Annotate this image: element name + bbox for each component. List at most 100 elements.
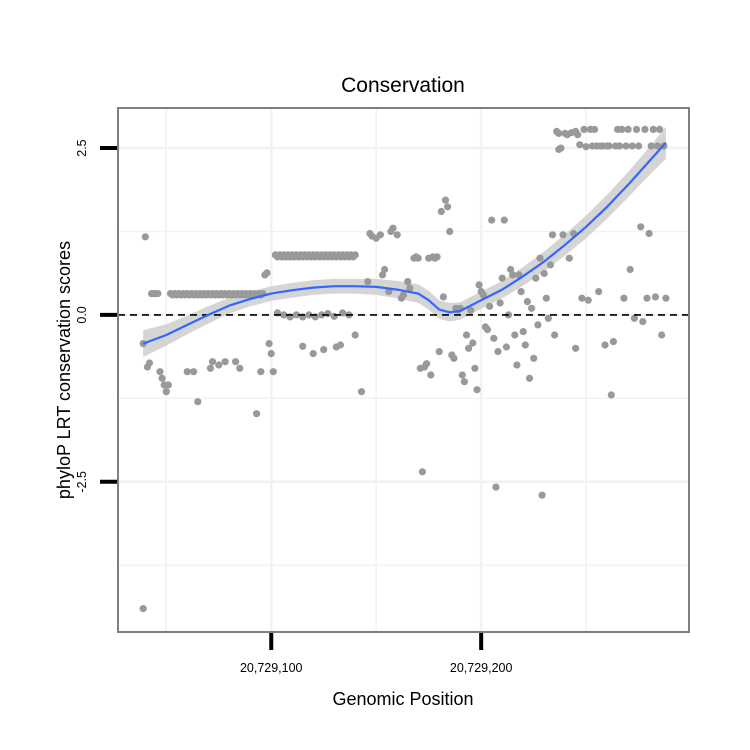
data-point-245 <box>609 338 618 346</box>
data-point-200 <box>519 328 527 336</box>
data-point-66 <box>232 358 240 366</box>
data-point-244 <box>607 391 615 399</box>
data-point-173 <box>462 331 471 339</box>
data-point-132 <box>357 388 366 396</box>
y-tick-label-1: 0.0 <box>75 306 89 323</box>
data-point-131 <box>351 331 359 339</box>
data-point-171 <box>458 371 466 379</box>
data-point-72 <box>265 340 273 348</box>
data-point-251 <box>622 142 630 150</box>
data-point-175 <box>467 306 475 314</box>
data-point-62 <box>206 364 214 372</box>
data-point-262 <box>645 229 653 238</box>
data-point-115 <box>280 311 288 319</box>
data-point-230 <box>578 294 586 302</box>
data-point-249 <box>618 125 626 133</box>
data-point-60 <box>190 368 198 376</box>
data-point-164 <box>444 203 452 211</box>
data-point-59 <box>183 368 191 376</box>
data-point-231 <box>580 125 588 133</box>
data-point-159 <box>433 253 441 261</box>
y-axis: -2.5 0.0 2.5 <box>75 139 117 493</box>
data-point-203 <box>525 374 534 382</box>
y-axis-label: phyloP LRT conservation scores <box>54 241 74 499</box>
data-point-2 <box>141 233 149 241</box>
data-point-267 <box>656 125 664 133</box>
data-point-270 <box>662 294 670 302</box>
data-point-236 <box>590 125 599 133</box>
data-point-233 <box>584 296 592 304</box>
data-point-215 <box>551 331 559 339</box>
data-point-191 <box>500 216 508 224</box>
data-point-138 <box>378 271 387 279</box>
data-point-258 <box>637 223 645 231</box>
data-point-162 <box>439 293 447 301</box>
data-point-8 <box>154 290 162 298</box>
data-point-113 <box>351 251 359 259</box>
data-point-137 <box>376 231 384 239</box>
points-layer <box>139 125 670 613</box>
data-point-176 <box>469 339 477 347</box>
data-point-145 <box>399 291 408 299</box>
data-point-163 <box>441 196 450 204</box>
data-point-119 <box>305 311 313 319</box>
chart-title: Conservation <box>341 74 465 97</box>
data-point-192 <box>502 343 510 351</box>
data-point-210 <box>540 269 548 278</box>
confidence-band-layer <box>143 126 666 357</box>
data-point-71 <box>263 269 271 277</box>
data-point-178 <box>473 386 481 394</box>
data-point-229 <box>576 141 584 149</box>
data-point-217 <box>555 129 563 137</box>
data-point-160 <box>435 348 443 356</box>
data-point-63 <box>208 358 217 366</box>
data-point-266 <box>653 142 662 150</box>
data-point-207 <box>534 321 542 329</box>
data-point-268 <box>658 331 666 339</box>
data-point-255 <box>630 314 639 322</box>
data-point-219 <box>557 144 565 152</box>
data-point-65 <box>221 358 229 366</box>
data-point-123 <box>330 312 338 320</box>
data-point-183 <box>483 326 492 334</box>
x-tick-label-0: 20,729,100 <box>240 661 303 675</box>
data-point-9 <box>156 368 164 376</box>
data-point-205 <box>530 354 538 362</box>
data-point-238 <box>595 288 603 296</box>
data-point-204 <box>528 304 536 312</box>
data-point-4 <box>145 359 154 367</box>
smooth-trend-line <box>142 141 667 345</box>
plot-area <box>118 108 689 632</box>
y-tick-label-2: 2.5 <box>75 139 89 156</box>
data-point-206 <box>532 274 540 282</box>
data-point-143 <box>393 231 401 239</box>
data-point-265 <box>651 293 660 301</box>
data-point-146 <box>404 278 412 286</box>
data-point-190 <box>498 274 506 282</box>
data-point-177 <box>471 364 479 372</box>
data-point-220 <box>559 231 567 239</box>
data-point-12 <box>162 388 170 396</box>
data-point-197 <box>513 361 521 369</box>
y-tick-label-0: -2.5 <box>75 471 89 493</box>
data-point-254 <box>628 142 636 150</box>
data-point-142 <box>389 224 397 232</box>
data-point-179 <box>475 281 483 289</box>
data-point-195 <box>509 271 517 279</box>
data-point-226 <box>572 344 580 352</box>
data-point-181 <box>479 291 487 299</box>
data-point-260 <box>641 125 649 133</box>
data-point-257 <box>635 142 643 150</box>
data-point-156 <box>427 371 435 379</box>
data-point-133 <box>364 278 372 286</box>
data-point-126 <box>299 342 307 350</box>
data-point-121 <box>318 311 326 319</box>
data-point-228 <box>574 131 582 139</box>
x-axis: 20,729,100 20,729,200 <box>240 633 513 675</box>
data-point-165 <box>446 227 454 236</box>
data-point-188 <box>494 348 502 356</box>
data-point-150 <box>414 254 422 262</box>
confidence-band <box>143 126 666 357</box>
data-point-152 <box>418 468 426 476</box>
